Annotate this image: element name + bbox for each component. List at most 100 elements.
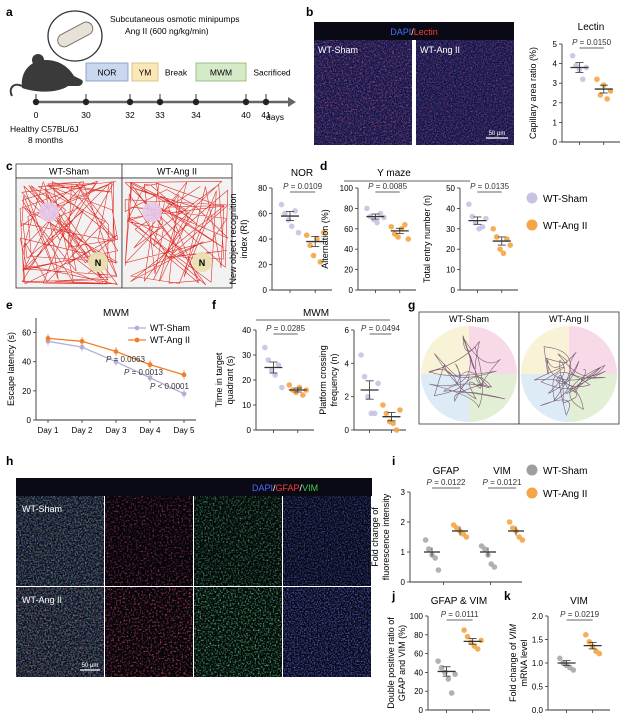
micrograph-merge-red (16, 496, 104, 586)
y-axis-label: frequency (n) (329, 353, 339, 406)
micrograph-channel (105, 496, 193, 586)
data-point (466, 201, 472, 208)
y-tick-label: 60 (344, 225, 353, 234)
p-value: P = 0.0121 (483, 478, 522, 487)
data-point (583, 632, 589, 638)
data-point (377, 210, 384, 217)
panel-label-a: a (6, 5, 13, 19)
plot-f-time: 0 10 20 30 40 P = 0.0285 Time in target quadran… (214, 324, 314, 435)
y-tick-label: 50 (446, 184, 455, 193)
timeline-tick-label: 34 (191, 110, 201, 120)
y-tick-label: 20 (446, 245, 455, 254)
data-point (278, 201, 285, 208)
timeline-tick-label: 0 (34, 110, 39, 120)
data-point (580, 76, 586, 83)
timeline-unit: days (266, 112, 284, 122)
timeline-dot (32, 98, 40, 106)
movement-track (19, 180, 119, 285)
y-axis-label: Double positive ratio of (386, 617, 396, 709)
panel-g: g WT-Sham WT-Ang II (408, 298, 620, 425)
y-tick-label: 20 (414, 687, 423, 696)
x-tick-label: Day 2 (72, 426, 93, 435)
object-novel-angii-label: N (199, 258, 206, 268)
data-point (371, 410, 378, 417)
plot-b: 0 1 2 3 4 5 P = 0.0150 Lectin Capillary area rat… (528, 22, 620, 147)
legend-top-angii: WT-Ang II (543, 221, 587, 232)
y-tick-label: 0 (419, 706, 424, 715)
stage-nor (85, 62, 129, 82)
y-tick-label: 1 (401, 548, 406, 557)
y-axis-label: Alternation (%) (320, 209, 330, 269)
y-tick-label: 0 (345, 426, 350, 435)
y-axis-label: index (RI) (239, 219, 249, 258)
pump-text-1: Subcutaneous osmotic minipumps (110, 14, 239, 24)
micrograph-b-label-angii: WT-Ang II (420, 45, 460, 55)
data-point (491, 564, 498, 570)
maze-g-label-angii: WT-Ang II (549, 314, 589, 324)
panel-label-k: k (504, 589, 511, 603)
data-point (445, 676, 452, 682)
plot-d-alternation: 0 20 40 60 80 100 P = 0.0085 Alternation (%) (320, 182, 416, 295)
panel-label-g: g (408, 298, 415, 312)
data-point (361, 373, 368, 380)
data-point (497, 246, 503, 252)
y-axis-label: New object recognition (228, 193, 238, 284)
y-tick-label: 2 (345, 393, 350, 402)
swim-path (533, 346, 606, 416)
y-tick-label: 1.0 (532, 659, 544, 668)
data-point (435, 567, 442, 573)
scale-label-h: 50 μm (82, 663, 99, 669)
legend-top-sham: WT-Sham (543, 194, 587, 205)
y-tick-label: 80 (414, 631, 423, 640)
data-point (288, 223, 295, 230)
plot-title: NOR (291, 168, 313, 179)
data-point (374, 219, 380, 226)
y-axis-label: Platform crossing (318, 345, 328, 415)
stain-header-b (314, 22, 514, 40)
stage-break-label: Break (165, 68, 188, 78)
p-value: P = 0.0013 (124, 368, 163, 377)
data-point (482, 546, 488, 552)
timeline-dot (242, 98, 250, 106)
data-point (303, 232, 310, 238)
data-point (380, 402, 386, 408)
maze-quadrant (421, 326, 469, 374)
plot-title: MWM (103, 308, 129, 319)
p-value: P = 0.0111 (441, 610, 479, 619)
micrograph-h-row-sham: WT-Sham (22, 504, 62, 514)
y-tick-label: 2 (553, 99, 558, 108)
object-familiar-angii (142, 202, 162, 222)
y-tick-label: 6 (345, 326, 350, 335)
plot-d-entries: 0 10 20 30 40 50 P = 0.0135 Total entry number … (422, 182, 518, 295)
y-tick-label: 2 (401, 518, 406, 527)
data-point (265, 357, 272, 363)
data-point (282, 210, 288, 217)
y-tick-label: 0 (553, 138, 558, 147)
series-point (147, 362, 153, 368)
p-value: P = 0.0219 (560, 610, 599, 619)
timeline-tick-label: 33 (155, 110, 165, 120)
y-axis-label: fluorescence intensity (381, 493, 391, 580)
data-point (500, 250, 507, 257)
data-point (586, 639, 593, 645)
data-point (596, 650, 603, 657)
micrograph-channel (283, 496, 371, 586)
timeline-dot (126, 98, 134, 106)
x-tick-label: Day 4 (140, 426, 161, 435)
data-point (310, 252, 317, 259)
panel-label-h: h (6, 454, 13, 468)
y-tick-label: 20 (344, 266, 353, 275)
plot-d-title: Y maze (377, 168, 411, 179)
y-axis-label-2: mRNA level (519, 639, 529, 686)
y-axis-label: Escape latency (s) (6, 332, 16, 406)
y-tick-label: 1 (553, 118, 558, 127)
data-point (474, 646, 481, 652)
maze-quadrant (569, 374, 617, 422)
y-tick-label: 1.5 (532, 636, 544, 645)
pump-capsule-icon (57, 21, 94, 48)
data-point (393, 427, 400, 433)
y-tick-label: 0 (263, 286, 268, 295)
stage-sacrificed-label: Sacrificed (253, 68, 291, 78)
plot-k: 0.0 0.5 1.0 1.5 2.0 P = 0.0219 VIM Fold change … (508, 596, 610, 715)
y-tick-label: 30 (446, 225, 455, 234)
